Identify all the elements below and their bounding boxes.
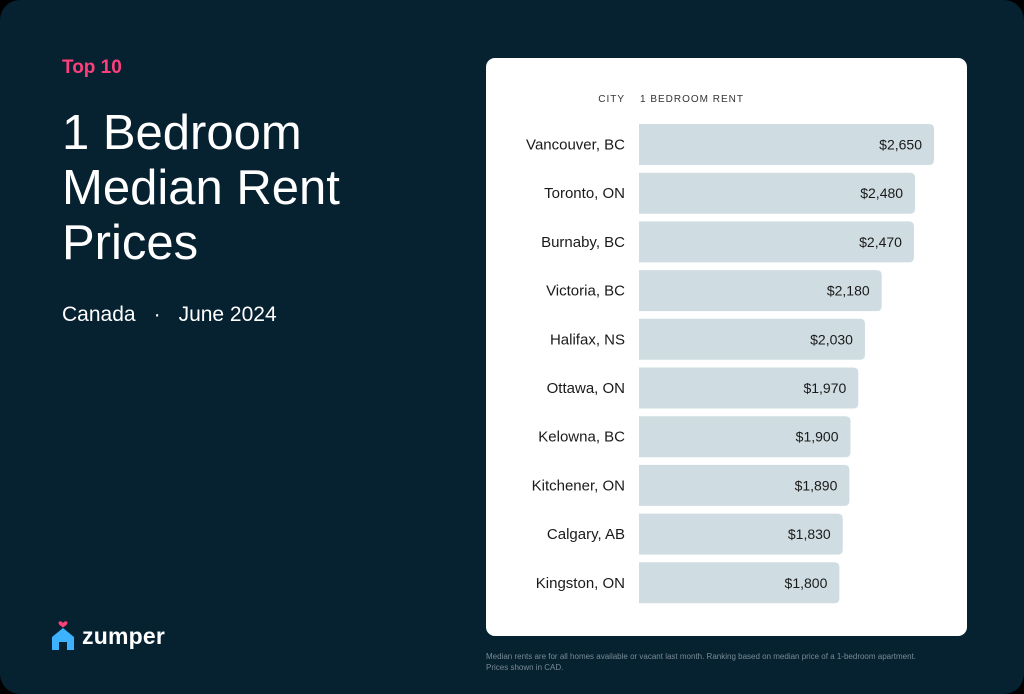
house-heart-icon (52, 621, 74, 650)
category-column-header: CITY (598, 94, 625, 105)
value-label: $2,180 (827, 283, 870, 299)
value-label: $2,470 (859, 234, 902, 250)
city-label: Ottawa, ON (547, 380, 625, 397)
value-label: $1,830 (788, 526, 831, 542)
value-label: $2,480 (860, 185, 903, 201)
bar-row: Burnaby, BC $2,470 (541, 221, 914, 263)
value-label: $2,650 (879, 137, 922, 153)
bar (639, 513, 843, 555)
bar-row: Kitchener, ON $1,890 (532, 464, 850, 506)
city-label: Victoria, BC (546, 283, 625, 300)
value-label: $2,030 (810, 331, 853, 347)
city-label: Halifax, NS (550, 331, 625, 348)
brand-name: zumper (82, 622, 165, 649)
bar-row: Victoria, BC $2,180 (546, 270, 882, 312)
city-label: Kingston, ON (536, 575, 625, 592)
page-title: 1 Bedroom Median Rent Prices (62, 106, 340, 270)
value-column-header: 1 BEDROOM RENT (640, 94, 744, 105)
bar-row: Halifax, NS $2,030 (550, 318, 865, 360)
value-label: $1,900 (796, 429, 839, 445)
bar (639, 464, 850, 506)
bar (639, 172, 916, 214)
city-label: Toronto, ON (544, 185, 625, 202)
bar-row: Vancouver, BC $2,650 (526, 124, 934, 165)
bar (639, 416, 851, 458)
location-label: Canada (62, 303, 136, 326)
bar-row: Kingston, ON $1,800 (536, 562, 840, 604)
bar-row: Ottawa, ON $1,970 (547, 367, 859, 409)
city-label: Calgary, AB (547, 526, 625, 543)
bar-row: Kelowna, BC $1,900 (538, 416, 851, 458)
chart-card: CITY 1 BEDROOM RENT Vancouver, BC $2,650 T… (486, 58, 967, 636)
bar (639, 221, 914, 263)
city-label: Vancouver, BC (526, 137, 625, 154)
bar (639, 367, 859, 409)
value-label: $1,890 (795, 477, 838, 493)
bar (639, 124, 934, 165)
bar-row: Calgary, AB $1,830 (547, 513, 843, 555)
subtitle: Canada · June 2024 (62, 303, 277, 327)
value-label: $1,800 (785, 575, 828, 591)
bar (639, 270, 882, 312)
bar (639, 318, 865, 360)
subtitle-separator: · (153, 303, 161, 326)
bar-row: Toronto, ON $2,480 (544, 172, 916, 214)
bar-chart: CITY 1 BEDROOM RENT Vancouver, BC $2,650 T… (526, 94, 934, 604)
city-label: Burnaby, BC (541, 234, 625, 251)
city-label: Kitchener, ON (532, 477, 625, 494)
city-label: Kelowna, BC (538, 429, 625, 446)
period-label: June 2024 (178, 303, 277, 326)
zumper-logo: zumper (50, 618, 165, 654)
eyebrow-label: Top 10 (62, 57, 122, 78)
value-label: $1,970 (803, 380, 846, 396)
bar (639, 562, 840, 604)
footnote: Median rents are for all homes available… (486, 652, 917, 672)
